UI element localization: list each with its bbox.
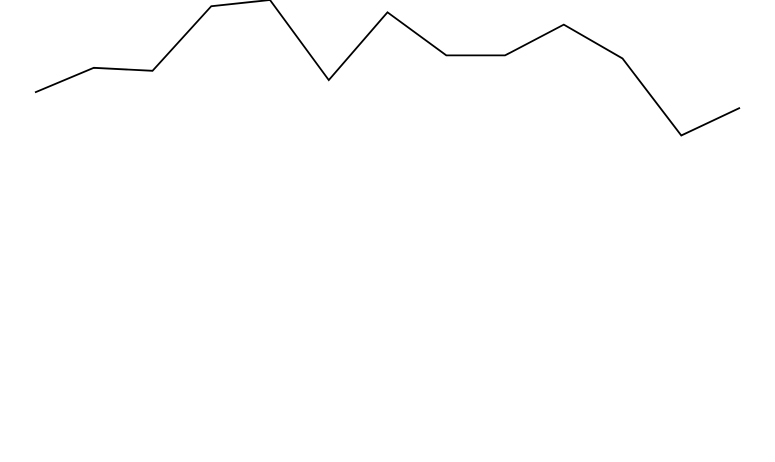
data-point [386, 10, 390, 14]
series-layer [33, 0, 742, 138]
data-point [621, 57, 625, 61]
data-point [209, 4, 213, 8]
series-line [34, 0, 741, 137]
data-point [562, 23, 566, 27]
data-point [679, 134, 683, 138]
data-point [738, 106, 742, 110]
data-point [33, 90, 37, 94]
data-point [92, 66, 96, 70]
data-point [327, 78, 331, 82]
data-point [503, 53, 507, 57]
data-point [444, 53, 448, 57]
data-point [151, 69, 155, 73]
